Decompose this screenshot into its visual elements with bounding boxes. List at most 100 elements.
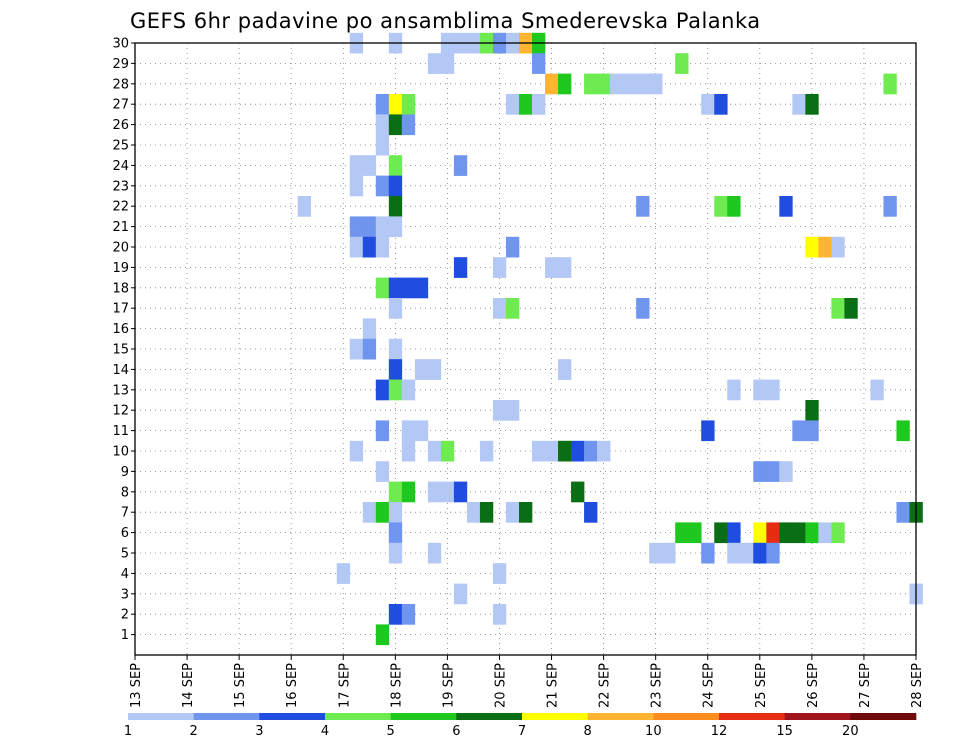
- precip-cell: [440, 440, 455, 462]
- precip-cell: [753, 379, 767, 401]
- precip-cell: [375, 216, 390, 238]
- x-tick-label: 25 SEP: [754, 663, 769, 708]
- y-tick-label: 22: [112, 200, 129, 215]
- precip-cell: [375, 94, 390, 115]
- precip-cell: [805, 400, 819, 421]
- y-tick-label: 23: [112, 179, 129, 194]
- legend-swatch: [653, 713, 720, 720]
- precip-cell: [701, 542, 715, 564]
- legend-swatch: [587, 713, 654, 720]
- precip-cell: [375, 379, 390, 401]
- precip-cell: [636, 196, 650, 217]
- precip-cell: [388, 604, 403, 625]
- precip-cell: [349, 155, 364, 176]
- precip-cell: [479, 502, 494, 523]
- precip-cell: [414, 277, 429, 299]
- y-tick-label: 8: [121, 485, 129, 500]
- precip-cell: [388, 277, 403, 299]
- y-tick-label: 4: [121, 567, 129, 582]
- precip-cell: [701, 420, 715, 442]
- precip-cell: [492, 257, 507, 278]
- legend-label: 1: [124, 724, 132, 739]
- y-tick-label: 19: [112, 261, 129, 276]
- precip-cell: [375, 114, 390, 136]
- precip-cell: [792, 420, 806, 442]
- precip-cell: [375, 236, 390, 258]
- x-tick-label: 27 SEP: [858, 663, 873, 708]
- legend-swatch: [522, 713, 588, 720]
- precip-cell: [805, 236, 819, 258]
- precip-cell: [362, 338, 377, 360]
- precip-cell: [779, 196, 793, 217]
- precip-cell: [453, 583, 468, 605]
- precip-cell: [701, 94, 715, 115]
- precip-cell: [636, 73, 650, 95]
- precip-cell: [714, 522, 728, 544]
- precip-cell: [610, 73, 624, 95]
- precip-cell: [492, 298, 507, 319]
- legend-swatch: [259, 713, 326, 720]
- x-tick-label: 23 SEP: [650, 663, 665, 708]
- precip-cell: [779, 522, 793, 544]
- y-axis: 1234567891011121314151617181920212223242…: [112, 37, 135, 643]
- precip-cell: [688, 522, 702, 544]
- precip-cell: [545, 440, 559, 462]
- precip-cell: [401, 379, 416, 401]
- legend-label: 12: [711, 724, 728, 739]
- precip-cell: [388, 94, 403, 115]
- precip-cell: [727, 196, 741, 217]
- legend-label: 15: [776, 724, 793, 739]
- precip-cell: [401, 114, 416, 136]
- precip-cell: [505, 236, 520, 258]
- precip-cell: [401, 604, 416, 625]
- precip-cell: [427, 440, 442, 462]
- precip-cell: [505, 94, 520, 115]
- precip-cell: [532, 440, 546, 462]
- x-tick-label: 14 SEP: [181, 663, 196, 708]
- precip-cell: [545, 257, 559, 278]
- precip-cell: [727, 379, 741, 401]
- precip-cell: [297, 196, 312, 217]
- precip-cell: [766, 542, 780, 564]
- precip-cell: [388, 542, 403, 564]
- precip-cell: [662, 542, 676, 564]
- precip-cell: [805, 94, 819, 115]
- precip-cell: [388, 175, 403, 197]
- precip-cell: [375, 461, 390, 482]
- precip-cell: [623, 73, 637, 95]
- precip-cell: [414, 359, 429, 380]
- x-tick-label: 21 SEP: [546, 663, 561, 708]
- precip-cell: [584, 73, 598, 95]
- x-tick-label: 19 SEP: [441, 663, 456, 708]
- precip-cell: [831, 522, 845, 544]
- precip-cell: [766, 461, 780, 482]
- y-tick-label: 2: [121, 608, 129, 623]
- precip-cell: [492, 563, 507, 584]
- x-tick-label: 22 SEP: [598, 663, 613, 708]
- precip-cell: [714, 196, 728, 217]
- precip-cell: [766, 379, 780, 401]
- precip-cell: [401, 440, 416, 462]
- precip-cell: [388, 522, 403, 544]
- precip-cell: [427, 53, 442, 74]
- precip-cell: [597, 440, 611, 462]
- legend-label: 6: [452, 724, 460, 739]
- precip-cell: [571, 440, 585, 462]
- legend-swatch: [456, 713, 523, 720]
- precip-cell: [896, 502, 910, 523]
- precip-cell: [401, 420, 416, 442]
- precip-cell: [375, 502, 390, 523]
- y-tick-label: 1: [121, 628, 129, 643]
- precip-cell: [375, 175, 390, 197]
- y-tick-label: 26: [112, 118, 129, 133]
- y-tick-label: 18: [112, 281, 129, 296]
- y-tick-label: 13: [112, 383, 129, 398]
- legend-swatch: [128, 713, 194, 720]
- precip-cell: [805, 522, 819, 544]
- precip-cell: [388, 216, 403, 238]
- precip-cell: [349, 175, 364, 197]
- precip-cell: [597, 73, 611, 95]
- precip-cell: [558, 359, 572, 380]
- precip-cell: [427, 359, 442, 380]
